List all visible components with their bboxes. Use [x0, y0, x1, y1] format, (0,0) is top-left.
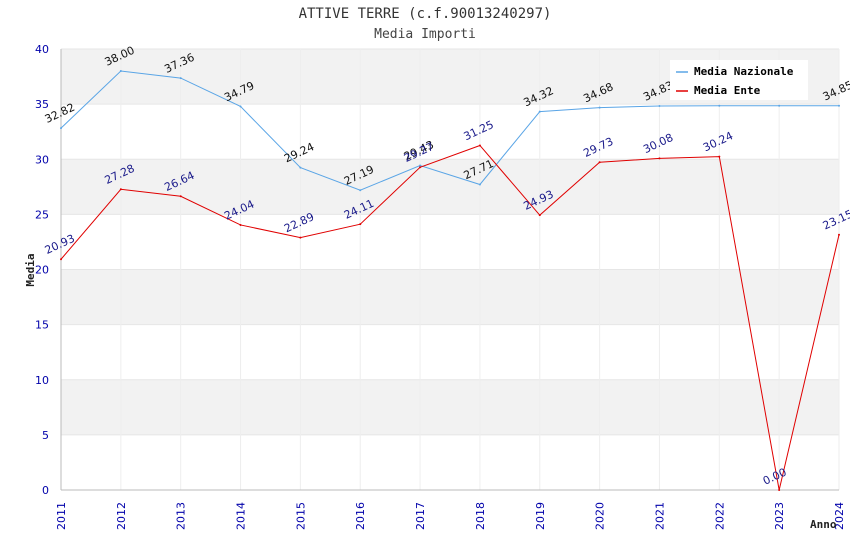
legend-label-nazionale: Media Nazionale [694, 65, 794, 78]
data-label: 29.73 [581, 135, 615, 160]
series-line-nazionale [60, 70, 839, 191]
data-point [718, 155, 721, 158]
x-tick-label: 2020 [594, 502, 607, 530]
y-tick-label: 40 [35, 43, 49, 56]
x-tick-label: 2018 [474, 502, 487, 530]
x-tick-label: 2021 [653, 502, 666, 530]
y-tick-label: 20 [35, 264, 49, 277]
data-point [598, 106, 601, 109]
data-label: 20.93 [43, 232, 77, 257]
grid-band [61, 379, 839, 435]
data-point [299, 166, 302, 169]
x-axis-label: Anno [810, 518, 837, 531]
data-point [179, 77, 182, 80]
x-tick-label: 2023 [773, 502, 786, 530]
data-point [239, 223, 242, 226]
y-tick-label: 30 [35, 153, 49, 166]
x-tick-label: 2022 [713, 502, 726, 530]
x-tick-label: 2017 [414, 502, 427, 530]
x-tick-label: 2019 [534, 502, 547, 530]
data-label: 30.24 [701, 129, 735, 154]
data-point [359, 223, 362, 226]
legend-box [670, 60, 808, 100]
data-point [538, 214, 541, 217]
y-tick-label: 5 [42, 429, 49, 442]
data-point [419, 166, 422, 169]
data-point [359, 189, 362, 192]
data-point [119, 188, 122, 191]
x-tick-label: 2016 [354, 502, 367, 530]
y-axis-label: Media [24, 253, 37, 286]
x-tick-label: 2011 [55, 502, 68, 530]
y-tick-label: 35 [35, 98, 49, 111]
data-label: 31.25 [462, 118, 496, 143]
data-point [838, 104, 840, 107]
data-label: 0.00 [761, 466, 789, 488]
y-tick-label: 10 [35, 374, 49, 387]
data-point [179, 195, 182, 198]
data-point [119, 70, 122, 73]
x-tick-label: 2024 [833, 502, 846, 530]
chart-title: ATTIVE TERRE (c.f.90013240297) [298, 6, 552, 22]
data-point [538, 110, 541, 113]
y-tick-label: 0 [42, 484, 49, 497]
data-point [478, 183, 481, 186]
data-point [299, 236, 302, 239]
data-point [239, 105, 242, 108]
data-point [658, 157, 661, 160]
y-tick-label: 15 [35, 319, 49, 332]
x-tick-label: 2014 [235, 502, 248, 530]
data-point [60, 258, 62, 261]
x-tick-label: 2015 [294, 502, 307, 530]
chart-subtitle: Media Importi [374, 27, 476, 42]
data-point [658, 104, 661, 107]
x-tick-label: 2012 [115, 502, 128, 530]
data-point [778, 489, 781, 491]
series-line-ente [60, 144, 840, 491]
grid-band [61, 269, 839, 325]
data-point [598, 161, 601, 164]
data-point [60, 127, 62, 130]
legend-label-ente: Media Ente [694, 84, 761, 97]
grid-band [61, 159, 839, 215]
x-tick-label: 2013 [175, 502, 188, 530]
data-point [478, 144, 481, 147]
data-label: 30.08 [641, 131, 675, 156]
data-point [419, 164, 422, 167]
data-point [718, 104, 721, 107]
data-point [838, 233, 840, 236]
data-point [778, 104, 781, 107]
y-tick-label: 25 [35, 208, 49, 221]
